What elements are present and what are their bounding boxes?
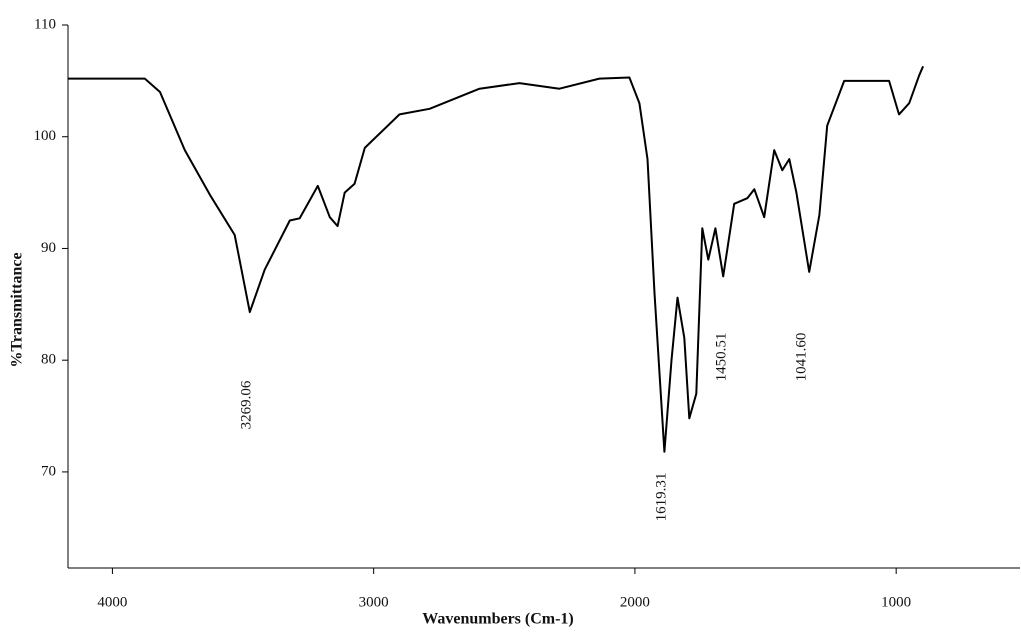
y-tick-label: 100 bbox=[34, 128, 57, 144]
peak-annotation: 3269.06 bbox=[238, 380, 254, 429]
peak-annotation: 1619.31 bbox=[653, 473, 669, 522]
y-tick-label: 110 bbox=[34, 16, 56, 32]
x-tick-label: 2000 bbox=[620, 594, 650, 610]
y-tick-label: 70 bbox=[41, 463, 56, 479]
peak-annotation: 1041.60 bbox=[793, 333, 809, 382]
x-tick-label: 3000 bbox=[359, 594, 389, 610]
y-tick-label: 80 bbox=[41, 352, 56, 368]
y-tick-label: 90 bbox=[41, 240, 56, 256]
y-axis-title: %Transmittance bbox=[9, 252, 26, 367]
spectrum-line bbox=[68, 65, 925, 453]
x-axis-title: Wavenumbers (Cm-1) bbox=[422, 611, 574, 628]
peak-annotation: 1450.51 bbox=[713, 333, 729, 382]
x-tick-label: 1000 bbox=[881, 594, 911, 610]
x-tick-label: 4000 bbox=[97, 594, 127, 610]
